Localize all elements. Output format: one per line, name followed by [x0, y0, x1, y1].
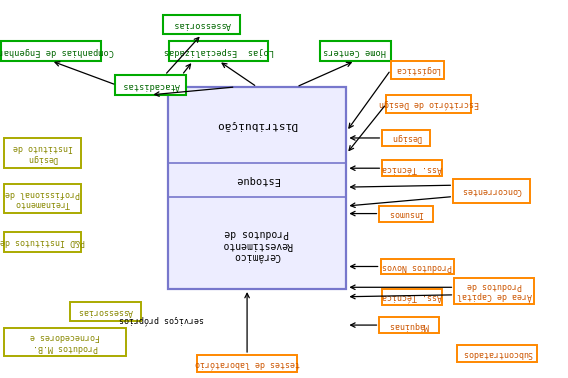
Text: P&D Institutos de: P&D Institutos de — [0, 237, 85, 246]
Text: Assessorias: Assessorias — [78, 307, 132, 316]
FancyBboxPatch shape — [2, 41, 101, 61]
FancyBboxPatch shape — [319, 41, 391, 61]
Text: testes de laboratório: testes de laboratório — [195, 359, 299, 368]
FancyBboxPatch shape — [164, 15, 240, 34]
Text: Companhias de Engenharia: Companhias de Engenharia — [0, 46, 114, 56]
Text: Concorrentes: Concorrentes — [461, 186, 521, 195]
FancyBboxPatch shape — [454, 278, 534, 304]
Text: serviços próprios: serviços próprios — [119, 314, 204, 324]
Text: Cerâmico
Revestimento
Produtos de: Cerâmico Revestimento Produtos de — [222, 228, 293, 261]
Text: Insumos: Insumos — [389, 209, 424, 218]
Text: Lojas  Especializadas: Lojas Especializadas — [164, 46, 274, 56]
Text: Design: Design — [391, 133, 421, 143]
FancyBboxPatch shape — [168, 87, 346, 289]
FancyBboxPatch shape — [5, 328, 126, 356]
FancyBboxPatch shape — [169, 41, 268, 61]
FancyBboxPatch shape — [69, 302, 141, 321]
Text: Escritório de Design: Escritório de Design — [379, 99, 479, 109]
FancyBboxPatch shape — [379, 317, 438, 333]
FancyBboxPatch shape — [379, 206, 433, 222]
FancyBboxPatch shape — [4, 138, 81, 168]
Text: Distribuição: Distribuição — [216, 120, 298, 130]
FancyBboxPatch shape — [382, 160, 442, 176]
FancyBboxPatch shape — [457, 345, 537, 362]
Text: Ass. Técnica: Ass. Técnica — [382, 292, 442, 301]
Text: Logística: Logística — [395, 65, 440, 74]
FancyBboxPatch shape — [381, 259, 454, 274]
Text: Ass. Técnica: Ass. Técnica — [382, 164, 442, 173]
Text: Home Centers: Home Centers — [324, 46, 386, 56]
FancyBboxPatch shape — [391, 61, 444, 79]
FancyBboxPatch shape — [198, 355, 296, 372]
Text: Produtos M.B.
Fornecedores e: Produtos M.B. Fornecedores e — [30, 332, 101, 352]
FancyBboxPatch shape — [382, 289, 442, 305]
FancyBboxPatch shape — [4, 232, 81, 252]
FancyBboxPatch shape — [453, 179, 529, 203]
Text: Atacadistas: Atacadistas — [122, 81, 179, 90]
FancyBboxPatch shape — [386, 95, 471, 113]
Text: Área de Capital
Produtos de: Área de Capital Produtos de — [457, 280, 532, 302]
FancyBboxPatch shape — [382, 130, 431, 146]
Text: Assessorias: Assessorias — [173, 20, 231, 29]
Text: Design
Instituto de: Design Instituto de — [12, 143, 73, 163]
Text: Máquinas: Máquinas — [389, 321, 429, 330]
Text: Subcontratados: Subcontratados — [462, 349, 532, 358]
Text: Treinamento
Profissional de: Treinamento Profissional de — [5, 189, 80, 208]
Text: Estoque: Estoque — [235, 175, 279, 185]
FancyBboxPatch shape — [115, 75, 186, 95]
Text: Produtos Novos: Produtos Novos — [382, 262, 453, 271]
FancyBboxPatch shape — [4, 184, 81, 213]
